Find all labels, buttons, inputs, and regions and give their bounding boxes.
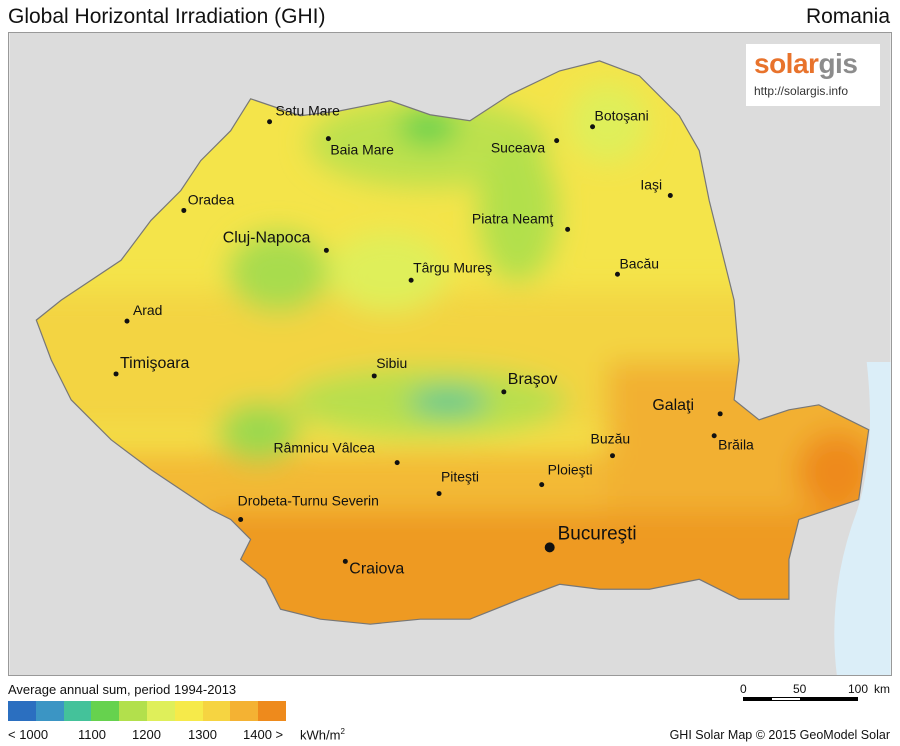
scale-label: 0 xyxy=(740,682,747,696)
credit-text: GHI Solar Map © 2015 GeoModel Solar xyxy=(669,728,890,742)
city-label: Buzău xyxy=(591,431,631,447)
city-label: Drobeta-Turnu Severin xyxy=(238,493,379,509)
city-dot xyxy=(565,226,571,232)
city-dot xyxy=(501,389,507,395)
legend-tick: < 1000 xyxy=(8,727,49,742)
city-label: Galaţi xyxy=(652,397,694,414)
scale-bar xyxy=(743,697,858,701)
scale-label: 50 xyxy=(793,682,807,696)
city-dot xyxy=(325,136,331,142)
city-label: Braşov xyxy=(508,371,558,388)
city-dot xyxy=(711,433,717,439)
city-label: Brăila xyxy=(718,437,754,453)
city-label: Ploieşti xyxy=(548,462,593,478)
city-dot xyxy=(554,138,560,144)
city-dot xyxy=(113,371,119,377)
logo-brand-a: solar xyxy=(754,48,819,79)
city-dot xyxy=(181,207,187,213)
city-dot xyxy=(610,453,615,459)
city-dot xyxy=(436,491,442,497)
city-label: Timişoara xyxy=(120,355,190,372)
legend-color-bar xyxy=(8,701,286,721)
legend-tick: 1300 xyxy=(188,727,217,742)
city-dot xyxy=(614,271,620,277)
city-label: Iaşi xyxy=(640,177,662,193)
city-label: Cluj-Napoca xyxy=(223,229,311,246)
city-dot xyxy=(408,277,414,283)
city-dot xyxy=(394,460,400,466)
city-label: Râmnicu Vâlcea xyxy=(274,440,376,456)
scale-label: 100 xyxy=(848,682,869,696)
logo-brand-b: gis xyxy=(818,48,858,79)
city-label: Botoşani xyxy=(595,108,649,124)
unit-text: kWh/m xyxy=(300,727,341,743)
legend-title: Average annual sum, period 1994-2013 xyxy=(8,682,237,697)
map-title: Global Horizontal Irradiation (GHI) xyxy=(8,5,326,28)
city-label: Baia Mare xyxy=(330,142,394,158)
logo-wordmark: solargis xyxy=(754,48,858,80)
legend-swatch xyxy=(119,701,147,721)
city-dot xyxy=(717,411,723,417)
city-label: Suceava xyxy=(491,140,545,156)
city-dot xyxy=(667,193,673,198)
solar-map: Satu Mare Baia Mare Suceava Botoşani Oradea I… xyxy=(8,32,892,676)
city-layer: Satu Mare Baia Mare Suceava Botoşani Oradea I… xyxy=(113,103,754,577)
city-label: Bacău xyxy=(619,255,659,271)
city-dot xyxy=(238,516,244,522)
solargis-logo[interactable]: solargis http://solargis.info xyxy=(746,44,880,106)
city-dot xyxy=(323,247,329,253)
legend-tick: 1100 xyxy=(78,727,106,742)
city-label: Târgu Mureş xyxy=(413,259,492,275)
city-label: Satu Mare xyxy=(276,103,341,119)
city-dot xyxy=(342,558,348,564)
legend-swatch xyxy=(63,701,92,721)
legend-swatch xyxy=(35,701,64,721)
legend-swatch xyxy=(146,701,175,721)
city-label: Sibiu xyxy=(376,355,407,371)
city-label: Arad xyxy=(133,302,162,318)
city-dot xyxy=(590,124,596,130)
city-label: Bucureşti xyxy=(558,523,637,544)
legend-swatch xyxy=(230,701,259,721)
black-sea xyxy=(834,361,891,675)
logo-url[interactable]: http://solargis.info xyxy=(754,84,849,98)
legend-tick: 1400 > xyxy=(243,727,284,742)
legend-swatch xyxy=(91,701,120,721)
legend-swatch xyxy=(202,701,231,721)
city-label: Piteşti xyxy=(441,469,479,485)
city-dot xyxy=(267,119,273,125)
legend-swatch xyxy=(8,701,36,721)
legend-tick: 1200 xyxy=(132,727,161,742)
legend-swatch xyxy=(258,701,286,721)
unit-superscript: 2 xyxy=(340,727,345,736)
legend-unit: kWh/m2 xyxy=(300,727,345,742)
city-label: Craiova xyxy=(349,560,404,577)
city-dot xyxy=(539,482,545,488)
legend-swatch xyxy=(174,701,203,721)
city-dot xyxy=(124,318,130,324)
city-dot xyxy=(544,542,555,553)
scale-unit: km xyxy=(874,682,890,696)
city-label: Oradea xyxy=(188,191,235,207)
country-name: Romania xyxy=(805,5,890,28)
city-label: Piatra Neamţ xyxy=(472,210,553,226)
city-dot xyxy=(371,373,377,379)
